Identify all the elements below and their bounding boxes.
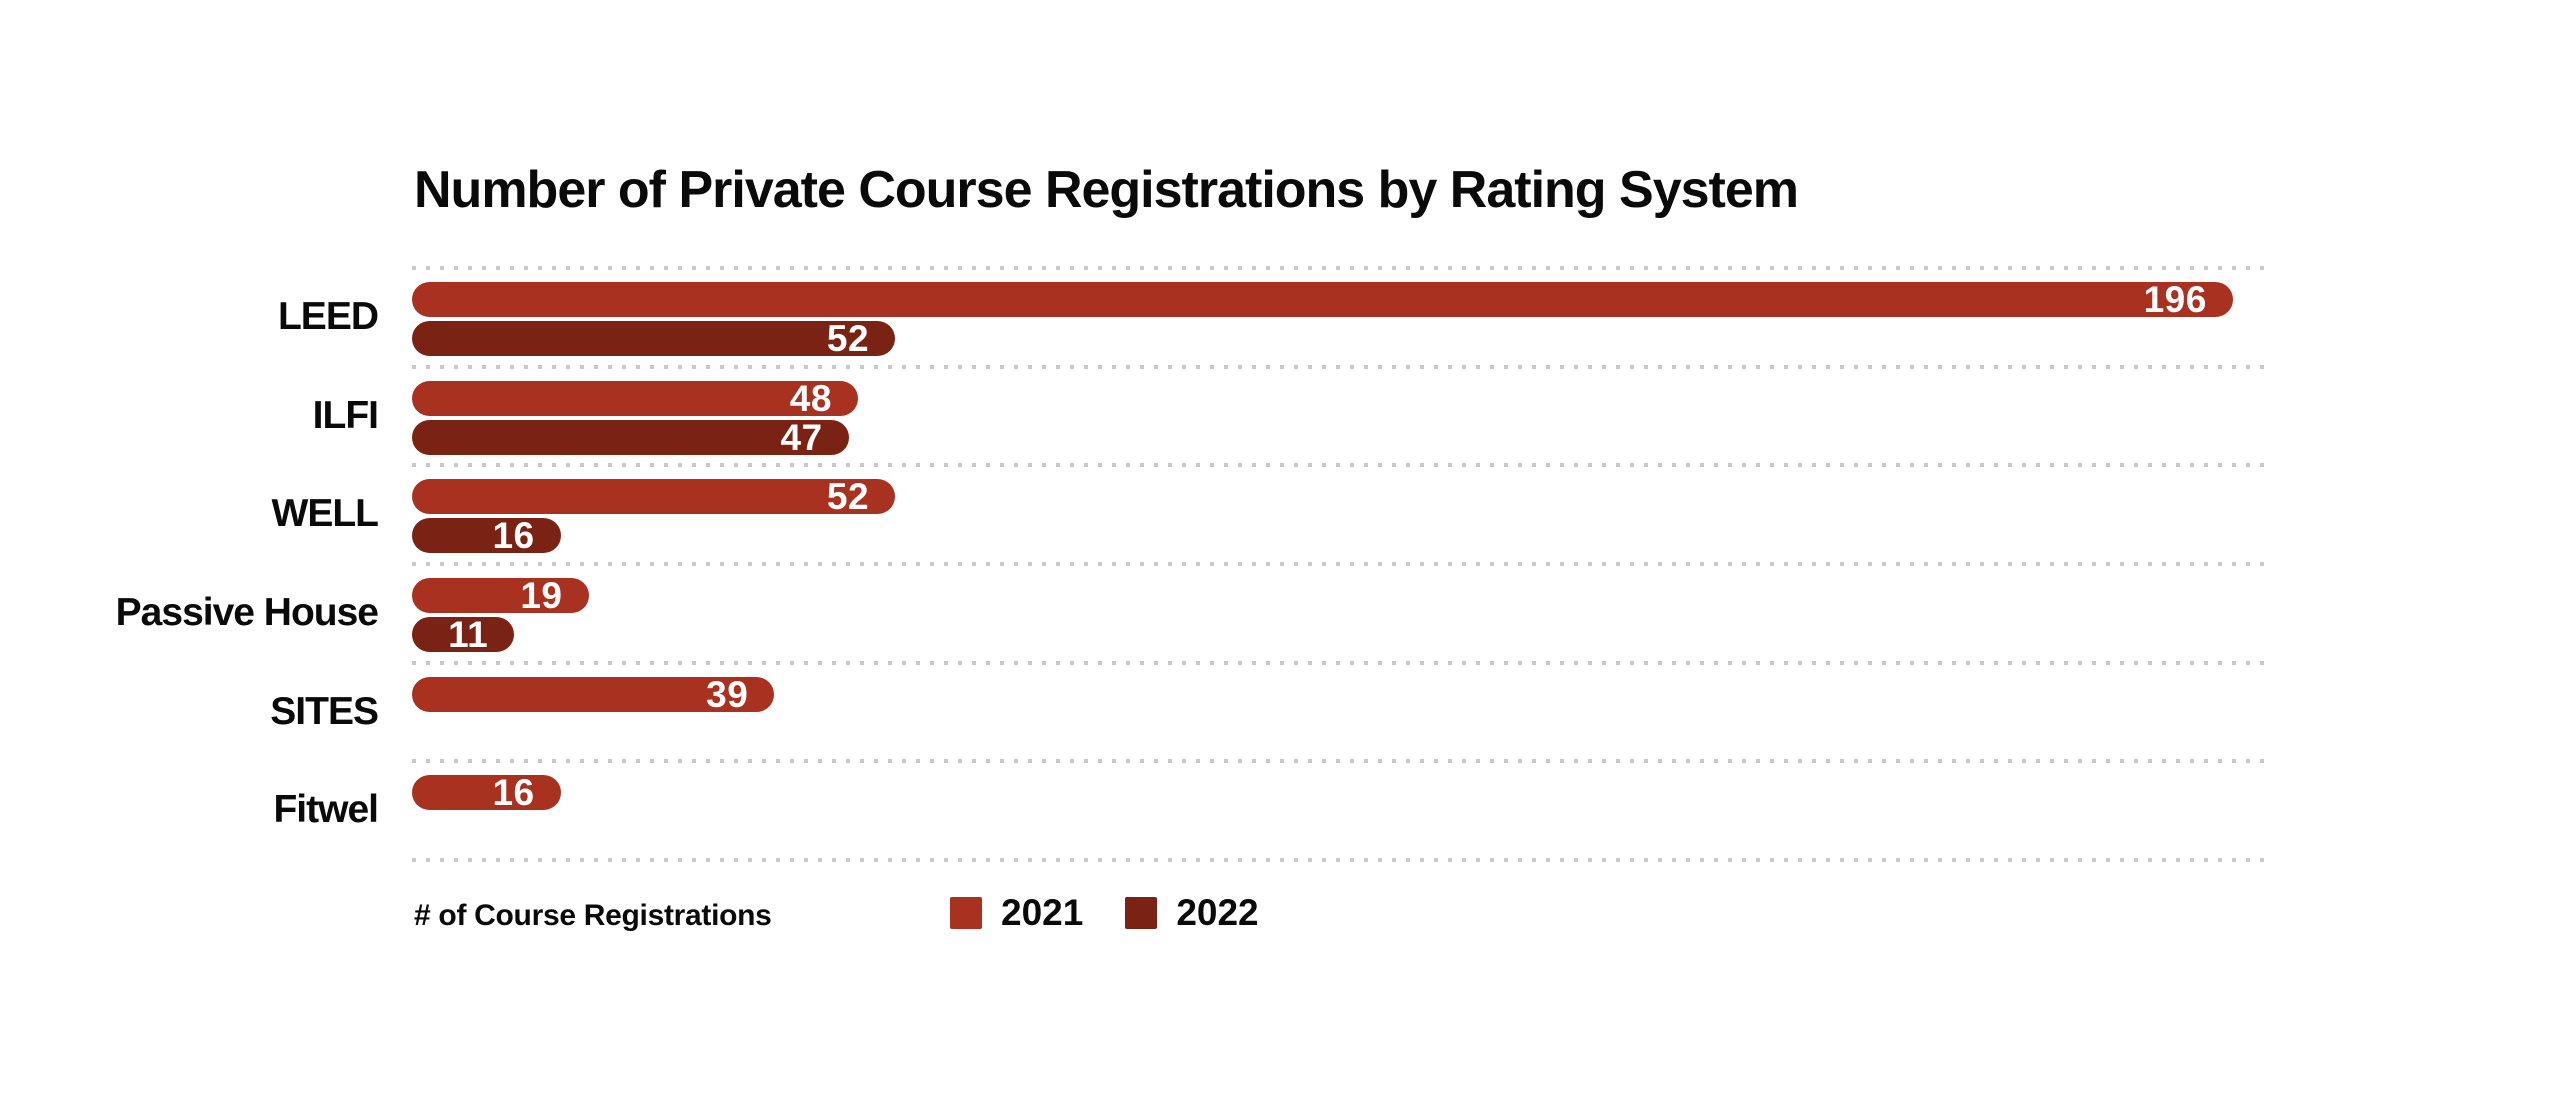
gridline <box>412 364 2270 369</box>
legend-label-2021: 2021 <box>1001 892 1084 933</box>
bar-sites-2021[interactable]: 39 <box>412 673 775 715</box>
gridline <box>412 660 2270 665</box>
chart-title: Number of Private Course Registrations b… <box>414 161 1799 219</box>
legend: 2021 2022 <box>950 894 1259 931</box>
bar-value-label: 19 <box>520 575 563 616</box>
category-row-well: 52 16 <box>412 465 2270 564</box>
gridline <box>412 759 2270 764</box>
bar-value-label: 196 <box>2143 279 2207 320</box>
bar-leed-2022[interactable]: 52 <box>412 318 896 359</box>
bar-passive-house-2022[interactable]: 11 <box>412 614 515 655</box>
category-label-sites: SITES <box>270 689 379 733</box>
category-label-well: WELL <box>271 492 379 536</box>
category-row-passive-house: 19 11 <box>412 564 2270 663</box>
bar-fitwel-2021[interactable]: 16 <box>412 772 561 814</box>
bar-value-label: 39 <box>706 673 749 715</box>
gridline <box>412 463 2270 468</box>
bar-leed-2021[interactable]: 196 <box>412 279 2233 320</box>
legend-item-2022[interactable]: 2022 <box>1125 892 1259 933</box>
bar-well-2022[interactable]: 16 <box>412 515 561 557</box>
bar-value-label: 48 <box>789 377 832 419</box>
bar-value-label: 11 <box>448 614 489 655</box>
x-axis-label: # of Course Registrations <box>414 899 772 932</box>
bar-value-label: 16 <box>492 515 535 557</box>
bar-value-label: 16 <box>492 772 535 814</box>
legend-item-2021[interactable]: 2021 <box>950 894 1083 931</box>
gridline <box>412 562 2270 566</box>
legend-label-2022: 2022 <box>1176 892 1259 933</box>
category-label-fitwel: Fitwel <box>273 788 379 832</box>
category-label-passive-house: Passive House <box>115 591 379 634</box>
category-row-sites: 39 <box>412 663 2270 762</box>
legend-swatch-2021 <box>950 896 982 929</box>
bar-well-2021[interactable]: 52 <box>412 476 896 518</box>
bar-value-label: 52 <box>826 318 870 359</box>
gridline <box>412 858 2270 862</box>
category-row-leed: 196 52 <box>412 268 2270 367</box>
bar-ilfi-2022[interactable]: 47 <box>412 416 849 458</box>
bar-value-label: 47 <box>780 416 823 458</box>
category-label-ilfi: ILFI <box>312 393 379 437</box>
bar-ilfi-2021[interactable]: 48 <box>412 377 858 419</box>
category-label-leed: LEED <box>277 295 379 338</box>
gridline <box>412 266 2270 270</box>
legend-swatch-2022 <box>1125 896 1158 929</box>
bar-passive-house-2021[interactable]: 19 <box>412 575 589 616</box>
bar-value-label: 52 <box>826 476 870 518</box>
category-row-fitwel: 16 <box>412 761 2270 860</box>
category-row-ilfi: 48 47 <box>412 367 2270 466</box>
plot-area: 196 52 48 47 52 16 19 11 39 16 <box>412 266 2270 862</box>
